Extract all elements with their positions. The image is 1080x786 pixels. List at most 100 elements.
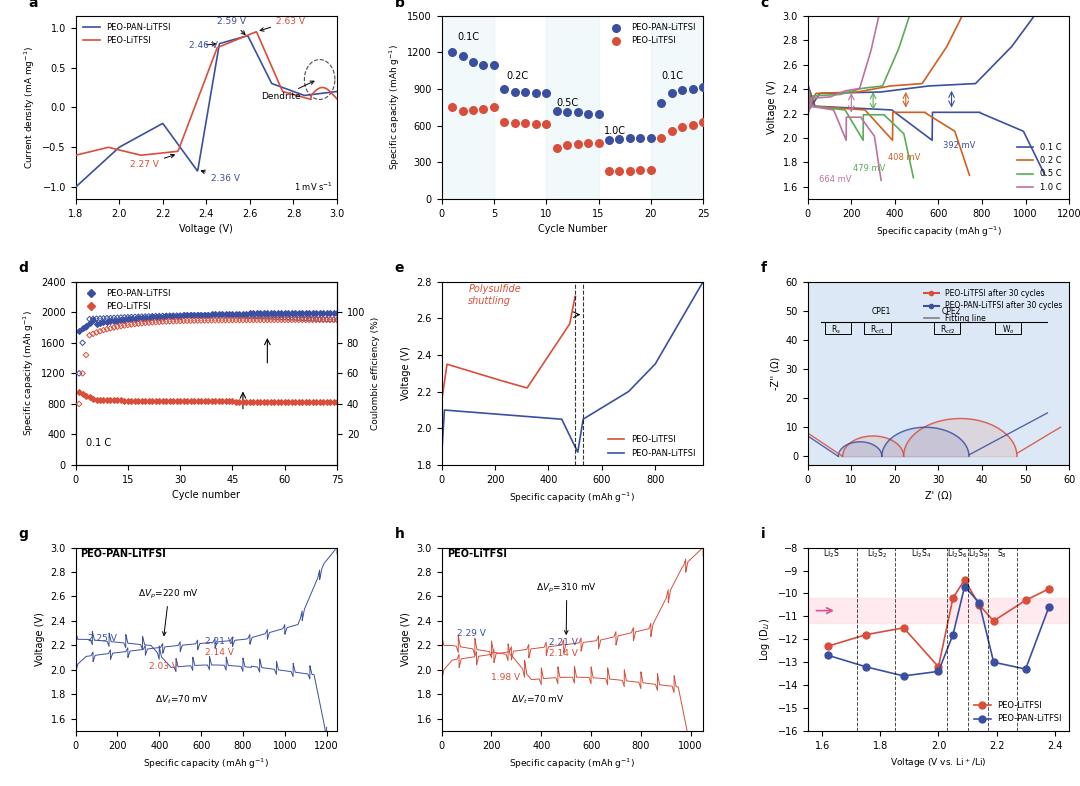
Point <box>164 395 181 407</box>
Point <box>92 312 109 325</box>
Bar <box>995 322 1022 334</box>
Text: a: a <box>28 0 38 9</box>
Point <box>248 314 266 326</box>
Point <box>144 310 161 322</box>
Point <box>300 396 318 409</box>
Point <box>231 310 248 322</box>
Point <box>158 310 175 322</box>
Point <box>102 394 119 406</box>
Point <box>255 314 272 326</box>
Point <box>150 310 167 323</box>
Point <box>172 309 189 321</box>
PEO-LiTFSI <box>694 116 712 128</box>
Point <box>272 307 289 319</box>
Point <box>322 313 339 325</box>
Point <box>224 307 241 320</box>
Text: Li$_2$S: Li$_2$S <box>823 548 839 560</box>
PEO-PAN-LiTFSI <box>580 107 597 119</box>
Text: 0.2C: 0.2C <box>507 72 528 81</box>
PEO-LiTFSI <box>932 662 945 671</box>
PEO-PAN-LiTFSI <box>548 105 565 117</box>
PEO-LiTFSI <box>516 117 534 130</box>
PEO-LiTFSI <box>538 118 555 130</box>
PEO-LiTFSI <box>580 137 597 149</box>
Point <box>227 314 244 326</box>
Point <box>325 314 342 326</box>
PEO-LiTFSI <box>549 340 562 350</box>
Point <box>133 317 150 329</box>
Point <box>195 395 213 407</box>
Point <box>112 395 130 407</box>
PEO-PAN-LiTFSI <box>946 630 959 640</box>
Point <box>203 309 220 321</box>
Text: W$_o$: W$_o$ <box>1002 323 1014 336</box>
Point <box>231 307 248 320</box>
Point <box>328 396 346 409</box>
PEO-LiTFSI <box>437 378 450 387</box>
Point <box>328 307 346 319</box>
Text: 2.63 V: 2.63 V <box>260 17 305 31</box>
Point <box>245 310 262 322</box>
Point <box>192 309 210 321</box>
Point <box>178 395 195 407</box>
PEO-LiTFSI <box>600 165 618 178</box>
Text: i: i <box>760 527 766 542</box>
Point <box>186 309 203 321</box>
Point <box>272 395 289 408</box>
Point <box>272 310 289 323</box>
Point <box>231 395 248 408</box>
PEO-PAN-LiTFSI <box>569 106 586 119</box>
Point <box>78 349 95 362</box>
Point <box>276 311 294 324</box>
Point <box>98 323 116 336</box>
Point <box>154 395 172 407</box>
PEO-LiTFSI <box>475 102 492 115</box>
Point <box>241 314 258 326</box>
X-axis label: Cycle Number: Cycle Number <box>538 224 607 234</box>
Point <box>234 395 252 408</box>
X-axis label: Voltage (V vs. Li$^+$/Li): Voltage (V vs. Li$^+$/Li) <box>890 756 987 770</box>
PEO-LiTFSI <box>464 104 482 116</box>
Legend: PEO-LiTFSI after 30 cycles, PEO-PAN-LiTFSI after 30 cycles, Fitting line: PEO-LiTFSI after 30 cycles, PEO-PAN-LiTF… <box>920 285 1065 326</box>
PEO-PAN-LiTFSI <box>496 83 513 95</box>
Point <box>214 309 231 321</box>
Text: b: b <box>394 0 405 9</box>
Point <box>283 314 300 326</box>
PEO-PAN-LiTFSI <box>697 277 710 286</box>
Point <box>245 307 262 320</box>
Point <box>210 308 227 321</box>
Point <box>84 328 102 340</box>
Point <box>137 395 154 407</box>
Point <box>269 314 286 326</box>
Point <box>255 310 272 322</box>
Point <box>259 395 276 408</box>
Bar <box>825 322 851 334</box>
Point <box>178 309 195 321</box>
Y-axis label: Specific capacity (mAh g$^{-1}$): Specific capacity (mAh g$^{-1}$) <box>22 310 36 436</box>
Point <box>227 307 244 320</box>
Point <box>87 394 105 406</box>
Text: 0.1 C: 0.1 C <box>86 438 111 448</box>
Legend: PEO-PAN-LiTFSI, PEO-LiTFSI: PEO-PAN-LiTFSI, PEO-LiTFSI <box>80 286 174 314</box>
Point <box>81 313 98 325</box>
Point <box>291 311 308 324</box>
Point <box>325 396 342 409</box>
PEO-LiTFSI <box>860 630 873 640</box>
Point <box>106 311 123 324</box>
Point <box>84 392 102 405</box>
Point <box>92 394 109 406</box>
Point <box>106 394 123 406</box>
PEO-PAN-LiTFSI <box>652 96 670 108</box>
PEO-LiTFSI <box>973 601 986 610</box>
Point <box>210 314 227 326</box>
Point <box>102 312 119 325</box>
Text: 2.21 V: 2.21 V <box>549 638 578 648</box>
Point <box>262 395 280 408</box>
Point <box>106 314 123 327</box>
Bar <box>864 322 891 334</box>
PEO-PAN-LiTFSI <box>1042 602 1055 612</box>
Point <box>266 307 283 319</box>
Point <box>119 318 136 331</box>
PEO-LiTFSI <box>454 105 471 117</box>
PEO-LiTFSI <box>684 118 701 130</box>
